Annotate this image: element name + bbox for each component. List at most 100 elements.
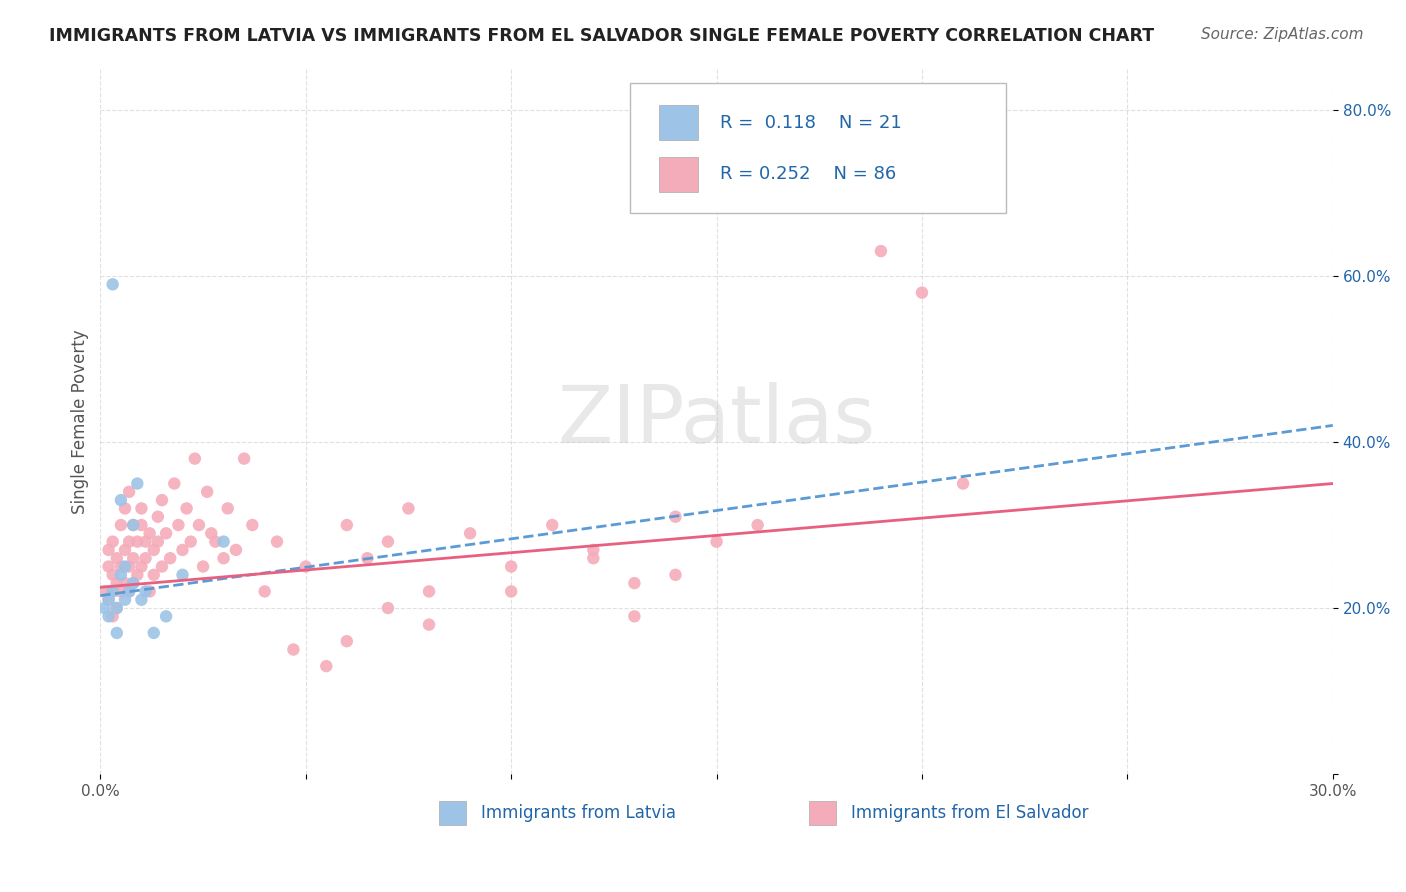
Point bbox=[135, 584, 157, 599]
Point bbox=[118, 584, 141, 599]
Point bbox=[828, 178, 851, 192]
Point bbox=[167, 518, 190, 533]
Point bbox=[97, 543, 120, 558]
Point bbox=[150, 559, 173, 574]
Point bbox=[122, 576, 145, 591]
Point bbox=[110, 493, 132, 508]
Text: Immigrants from Latvia: Immigrants from Latvia bbox=[481, 804, 676, 822]
Point bbox=[118, 559, 141, 574]
FancyBboxPatch shape bbox=[439, 801, 467, 825]
Point bbox=[747, 518, 769, 533]
Point bbox=[155, 609, 177, 624]
Point bbox=[458, 526, 481, 541]
Point bbox=[131, 559, 153, 574]
Point bbox=[180, 534, 202, 549]
Point bbox=[114, 559, 136, 574]
Point bbox=[418, 584, 440, 599]
Point bbox=[105, 601, 128, 615]
Point bbox=[146, 534, 169, 549]
Point bbox=[582, 551, 605, 566]
Point bbox=[101, 277, 124, 292]
Point bbox=[294, 559, 316, 574]
Point bbox=[114, 592, 136, 607]
Point bbox=[101, 584, 124, 599]
Point bbox=[200, 526, 222, 541]
Point bbox=[501, 584, 523, 599]
Point bbox=[101, 609, 124, 624]
Point bbox=[377, 601, 399, 615]
Point bbox=[138, 584, 160, 599]
Point bbox=[105, 551, 128, 566]
Point bbox=[266, 534, 288, 549]
Point bbox=[97, 609, 120, 624]
Point bbox=[253, 584, 276, 599]
Point bbox=[204, 534, 226, 549]
FancyBboxPatch shape bbox=[808, 801, 837, 825]
Point bbox=[212, 551, 235, 566]
Point bbox=[122, 518, 145, 533]
Point bbox=[114, 543, 136, 558]
Point bbox=[142, 626, 165, 640]
Point bbox=[217, 501, 239, 516]
Point bbox=[146, 509, 169, 524]
FancyBboxPatch shape bbox=[658, 157, 697, 192]
Point bbox=[101, 534, 124, 549]
Point bbox=[114, 501, 136, 516]
Point bbox=[418, 617, 440, 632]
Point bbox=[122, 551, 145, 566]
FancyBboxPatch shape bbox=[630, 83, 1007, 213]
Point bbox=[952, 476, 974, 491]
Point bbox=[195, 484, 218, 499]
Point bbox=[664, 567, 686, 582]
Point bbox=[138, 526, 160, 541]
Point bbox=[398, 501, 420, 516]
FancyBboxPatch shape bbox=[658, 105, 697, 140]
Point bbox=[501, 559, 523, 574]
Point bbox=[131, 592, 153, 607]
Point bbox=[105, 601, 128, 615]
Point bbox=[155, 526, 177, 541]
Point bbox=[172, 543, 194, 558]
Point bbox=[225, 543, 247, 558]
Point bbox=[163, 476, 186, 491]
Point bbox=[706, 534, 728, 549]
Point bbox=[105, 576, 128, 591]
Point bbox=[118, 584, 141, 599]
Text: R =  0.118    N = 21: R = 0.118 N = 21 bbox=[720, 114, 903, 132]
Point bbox=[97, 592, 120, 607]
Point bbox=[283, 642, 305, 657]
Point bbox=[93, 584, 115, 599]
Point bbox=[131, 518, 153, 533]
Text: IMMIGRANTS FROM LATVIA VS IMMIGRANTS FROM EL SALVADOR SINGLE FEMALE POVERTY CORR: IMMIGRANTS FROM LATVIA VS IMMIGRANTS FRO… bbox=[49, 27, 1154, 45]
Point bbox=[541, 518, 564, 533]
Point bbox=[184, 451, 207, 466]
Point bbox=[127, 567, 149, 582]
Point bbox=[142, 543, 165, 558]
Point bbox=[150, 493, 173, 508]
Text: Immigrants from El Salvador: Immigrants from El Salvador bbox=[851, 804, 1088, 822]
Point bbox=[122, 518, 145, 533]
Y-axis label: Single Female Poverty: Single Female Poverty bbox=[72, 329, 89, 514]
Point bbox=[336, 518, 359, 533]
Point bbox=[582, 543, 605, 558]
Point bbox=[233, 451, 256, 466]
Point bbox=[122, 576, 145, 591]
Point bbox=[118, 534, 141, 549]
Point bbox=[110, 567, 132, 582]
Point bbox=[101, 567, 124, 582]
Point bbox=[623, 609, 645, 624]
Point bbox=[127, 476, 149, 491]
Point bbox=[191, 559, 214, 574]
Point bbox=[127, 534, 149, 549]
Text: R = 0.252    N = 86: R = 0.252 N = 86 bbox=[720, 165, 897, 184]
Point bbox=[97, 559, 120, 574]
Point bbox=[377, 534, 399, 549]
Point bbox=[187, 518, 209, 533]
Point bbox=[101, 584, 124, 599]
Point bbox=[118, 484, 141, 499]
Point bbox=[135, 534, 157, 549]
Point bbox=[356, 551, 378, 566]
Point bbox=[870, 244, 893, 259]
Point bbox=[212, 534, 235, 549]
Point bbox=[114, 576, 136, 591]
